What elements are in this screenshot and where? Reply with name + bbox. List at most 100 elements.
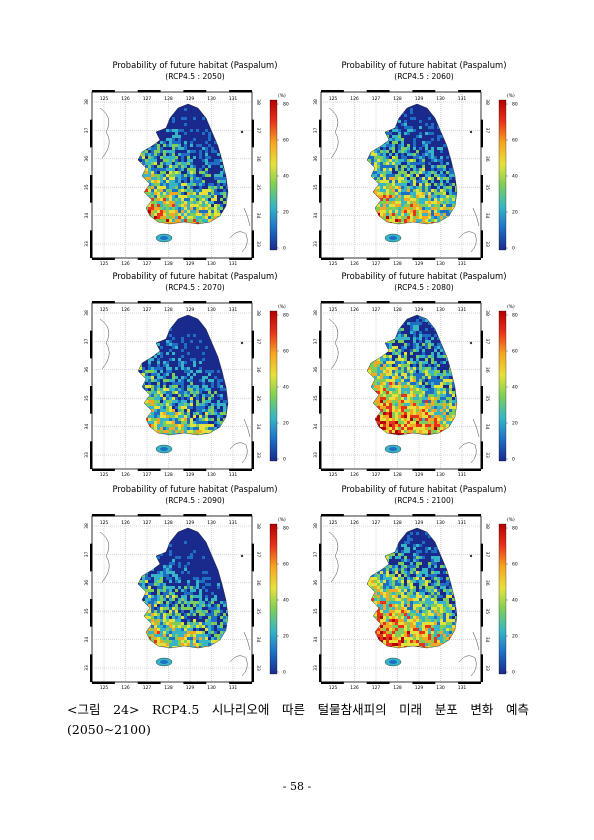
raster-cell	[416, 331, 419, 334]
raster-cell	[157, 361, 160, 364]
raster-cell	[455, 186, 457, 189]
raster-cell	[190, 346, 193, 349]
raster-cell	[145, 171, 148, 174]
raster-cell	[160, 403, 163, 406]
raster-cell	[407, 177, 410, 180]
raster-cell	[380, 156, 383, 159]
lat-tick-right: 33	[484, 452, 490, 458]
raster-cell	[148, 400, 151, 403]
raster-cell	[205, 123, 208, 126]
raster-cell	[196, 373, 199, 376]
raster-cell	[440, 201, 443, 204]
raster-cell	[163, 219, 166, 222]
raster-cell	[401, 340, 404, 343]
raster-cell	[154, 150, 157, 153]
raster-cell	[187, 424, 190, 427]
raster-cell	[208, 427, 211, 430]
raster-cell	[160, 168, 163, 171]
raster-cell	[422, 358, 425, 361]
raster-cell	[413, 346, 416, 349]
figure-panel-2080: Probability of future habitat (Paspalum)…	[309, 271, 539, 476]
raster-cell	[169, 382, 172, 385]
raster-cell	[386, 364, 389, 367]
raster-cell	[178, 328, 181, 331]
raster-cell	[205, 406, 208, 409]
raster-cell	[413, 174, 416, 177]
raster-cell	[169, 147, 172, 150]
raster-cell	[148, 364, 151, 367]
raster-cell	[208, 171, 211, 174]
raster-cell	[154, 162, 157, 165]
raster-cell	[431, 325, 434, 328]
raster-cell	[416, 373, 419, 376]
raster-cell	[407, 144, 410, 147]
raster-cell	[199, 376, 202, 379]
raster-cell	[217, 177, 220, 180]
raster-cell	[169, 168, 172, 171]
border-bar	[137, 90, 161, 93]
raster-cell	[410, 144, 413, 147]
raster-cell	[422, 331, 425, 334]
raster-cell	[446, 210, 449, 213]
raster-cell	[205, 424, 208, 427]
raster-cell	[181, 216, 184, 219]
raster-cell	[151, 183, 154, 186]
raster-cell	[422, 204, 425, 207]
raster-cell	[437, 349, 440, 352]
raster-cell	[163, 165, 166, 168]
raster-cell	[163, 382, 166, 385]
raster-cell	[160, 132, 163, 135]
raster-cell	[410, 126, 413, 129]
raster-cell	[413, 204, 416, 207]
raster-cell	[223, 201, 226, 204]
raster-cell	[428, 222, 431, 224]
lat-tick-right: 36	[484, 156, 490, 162]
raster-cell	[175, 340, 178, 343]
raster-cell	[193, 111, 196, 114]
raster-cell	[166, 159, 169, 162]
raster-cell	[199, 156, 202, 159]
raster-cell	[184, 201, 187, 204]
raster-cell	[389, 186, 392, 189]
raster-cell	[166, 180, 169, 183]
raster-cell	[422, 186, 425, 189]
raster-cell	[380, 373, 383, 376]
raster-cell	[205, 367, 208, 370]
raster-cell	[199, 352, 202, 355]
raster-cell	[404, 364, 407, 367]
raster-cell	[181, 132, 184, 135]
raster-cell	[199, 400, 202, 403]
raster-cell	[166, 352, 169, 355]
raster-cell	[208, 207, 211, 210]
raster-cell	[190, 394, 193, 397]
raster-cell	[178, 421, 181, 424]
raster-cell	[196, 171, 199, 174]
raster-cell	[422, 132, 425, 135]
raster-cell	[175, 117, 178, 120]
raster-cell	[142, 364, 145, 367]
raster-cell	[172, 183, 175, 186]
raster-cell	[419, 334, 422, 337]
raster-cell	[166, 177, 169, 180]
raster-cell	[202, 114, 205, 117]
raster-cell	[175, 195, 178, 198]
raster-cell	[428, 183, 431, 186]
raster-cell	[166, 216, 169, 219]
raster-cell	[211, 415, 214, 418]
raster-cell	[151, 180, 154, 183]
raster-cell	[166, 403, 169, 406]
raster-cell	[199, 219, 202, 222]
raster-cell	[205, 198, 208, 201]
raster-cell	[416, 162, 419, 165]
lat-tick-left: 37	[84, 127, 90, 133]
raster-cell	[178, 394, 181, 397]
raster-cell	[443, 144, 446, 147]
raster-cell	[145, 400, 148, 403]
border-bar	[480, 441, 483, 469]
raster-cell	[425, 355, 428, 358]
raster-cell	[172, 210, 175, 213]
raster-cell	[446, 192, 449, 195]
raster-cell	[148, 156, 151, 159]
raster-cell	[190, 144, 193, 147]
raster-cell	[193, 379, 196, 382]
